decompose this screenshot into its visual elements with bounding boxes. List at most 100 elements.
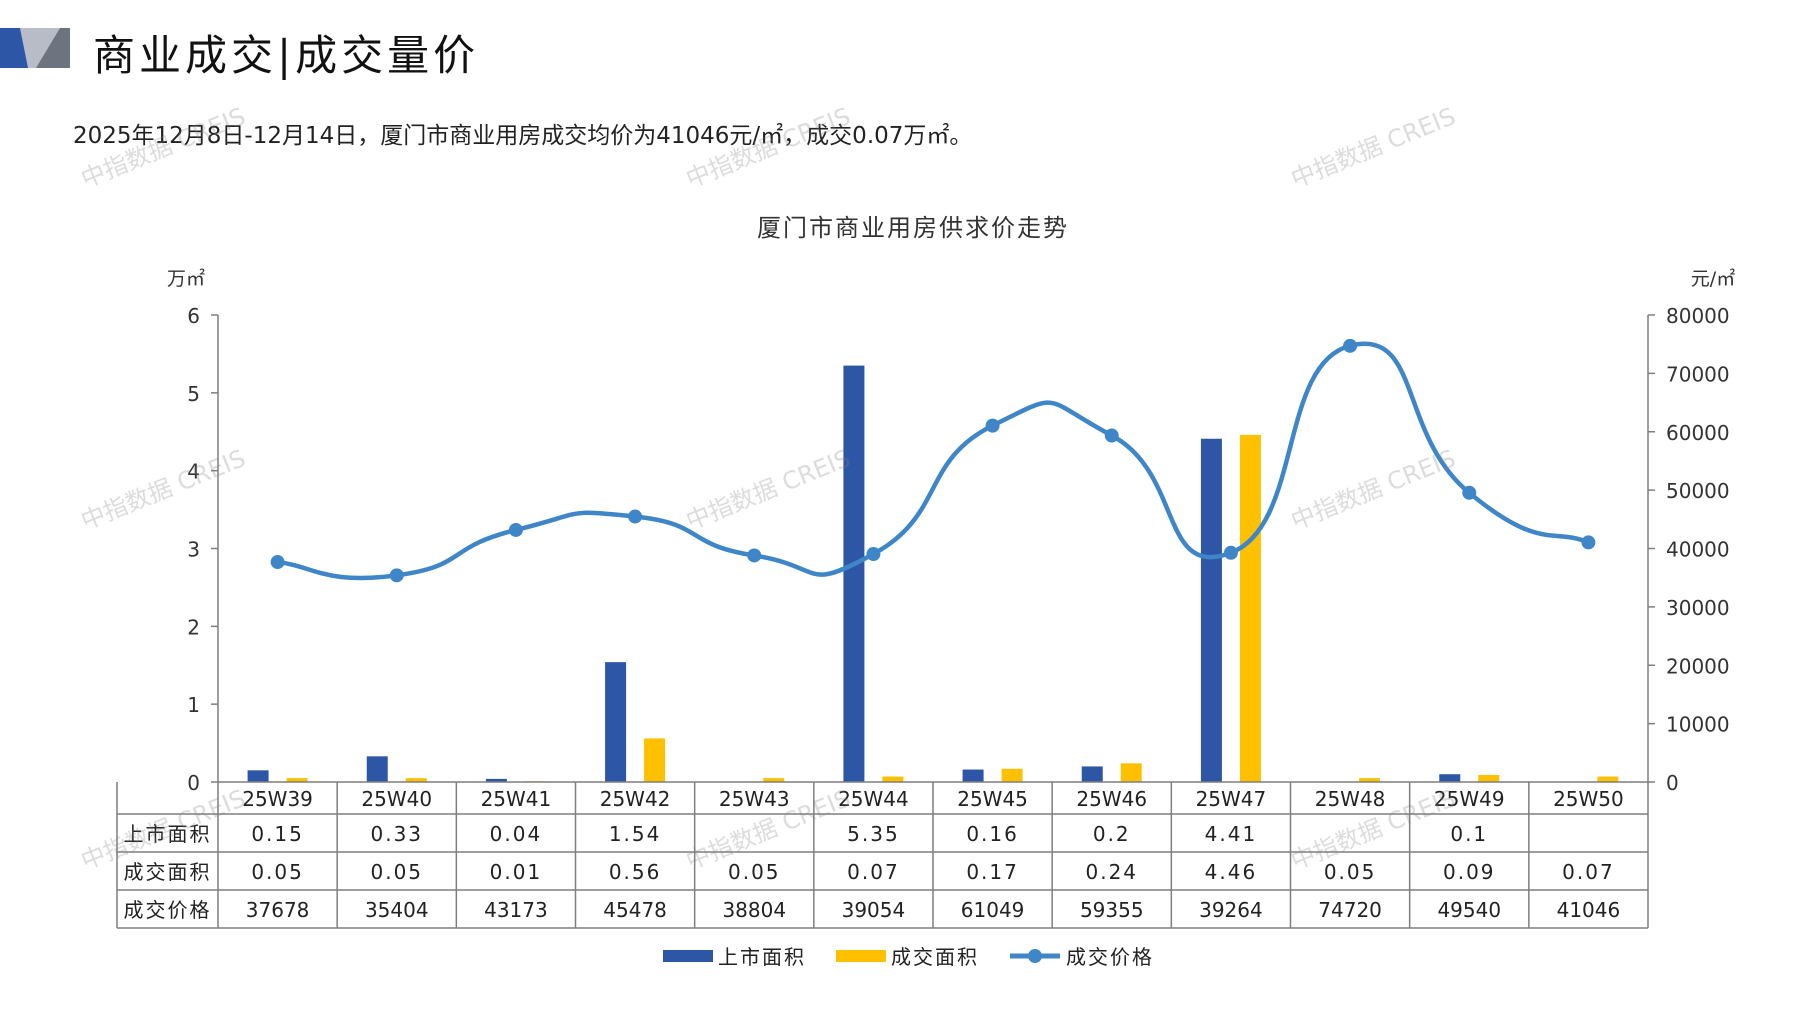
data-label: 37678 <box>246 898 310 922</box>
y-left-tick-label: 6 <box>187 304 200 328</box>
y-right-tick-label: 60000 <box>1666 421 1730 445</box>
category-label: 25W48 <box>1315 787 1386 811</box>
y-left-unit-label: 万㎡ <box>167 267 205 290</box>
data-label: 45478 <box>603 898 667 922</box>
bar-deal-25W42 <box>644 738 666 782</box>
data-label: 43173 <box>484 898 548 922</box>
bar-supply-25W39 <box>247 770 269 782</box>
price-point-25W45 <box>985 418 1000 433</box>
y-left-tick-label: 4 <box>187 460 200 484</box>
data-label: 74720 <box>1318 898 1382 922</box>
data-label: 39264 <box>1199 898 1263 922</box>
category-label: 25W41 <box>481 787 552 811</box>
legend-swatch-supply <box>663 950 713 962</box>
data-label: 0.09 <box>1443 860 1496 884</box>
y-right-tick-label: 20000 <box>1666 654 1730 678</box>
price-point-25W43 <box>747 548 762 563</box>
bar-supply-25W41 <box>485 778 507 782</box>
category-label: 25W49 <box>1434 787 1505 811</box>
data-label: 0.17 <box>966 860 1019 884</box>
price-point-25W42 <box>628 509 643 524</box>
y-right-tick-label: 30000 <box>1666 596 1730 620</box>
category-label: 25W44 <box>838 787 909 811</box>
legend-label-deal: 成交面积 <box>891 945 979 969</box>
y-right-tick-label: 40000 <box>1666 538 1730 562</box>
y-right-tick-label: 80000 <box>1666 304 1730 328</box>
bar-supply-25W47 <box>1200 438 1222 782</box>
price-point-25W39 <box>270 555 285 570</box>
category-label: 25W47 <box>1196 787 1267 811</box>
legend-swatch-deal <box>836 950 886 962</box>
y-left-tick-label: 1 <box>187 693 200 717</box>
header-logo <box>0 28 70 68</box>
y-right-tick-label: 70000 <box>1666 362 1730 386</box>
data-label: 38804 <box>722 898 786 922</box>
chart-title: 厦门市商业用房供求价走势 <box>757 214 1069 242</box>
category-label: 25W50 <box>1553 787 1624 811</box>
bar-deal-25W48 <box>1359 778 1381 782</box>
data-label: 0.2 <box>1093 822 1131 846</box>
bar-supply-25W42 <box>605 662 627 782</box>
bar-deal-25W46 <box>1120 763 1142 782</box>
data-label: 0.16 <box>966 822 1019 846</box>
bar-deal-25W39 <box>286 778 308 782</box>
table-row-header: 成交面积 <box>124 860 212 884</box>
data-label: 4.41 <box>1205 822 1258 846</box>
bar-supply-25W46 <box>1081 766 1103 782</box>
data-label: 0.05 <box>1324 860 1377 884</box>
data-label: 0.15 <box>251 822 304 846</box>
price-point-25W49 <box>1462 485 1477 500</box>
data-label: 1.54 <box>609 822 662 846</box>
data-label: 0.24 <box>1085 860 1138 884</box>
y-right-tick-label: 50000 <box>1666 479 1730 503</box>
data-label: 35404 <box>365 898 429 922</box>
data-label: 0.1 <box>1450 822 1488 846</box>
table-row-header: 上市面积 <box>124 822 212 846</box>
bar-supply-25W45 <box>962 769 984 782</box>
price-point-25W44 <box>866 547 881 562</box>
category-label: 25W43 <box>719 787 790 811</box>
y-left-tick-label: 2 <box>187 615 200 639</box>
data-label: 0.05 <box>370 860 423 884</box>
price-point-25W50 <box>1581 535 1596 550</box>
category-label: 25W42 <box>600 787 671 811</box>
category-label: 25W45 <box>957 787 1028 811</box>
bar-supply-25W40 <box>366 756 388 782</box>
data-label: 39054 <box>842 898 906 922</box>
bar-deal-25W47 <box>1239 434 1261 782</box>
y-left-tick-label: 0 <box>187 771 200 795</box>
data-label: 0.04 <box>490 822 543 846</box>
page-title: 商业成交|成交量价 <box>93 31 480 80</box>
data-label: 0.33 <box>370 822 423 846</box>
data-label: 0.56 <box>609 860 662 884</box>
category-label: 25W46 <box>1076 787 1147 811</box>
price-point-25W47 <box>1223 545 1238 560</box>
price-point-25W46 <box>1104 428 1119 443</box>
bar-deal-25W45 <box>1001 768 1023 782</box>
data-label: 61049 <box>961 898 1025 922</box>
legend-point-price <box>1028 949 1042 963</box>
data-label: 5.35 <box>847 822 900 846</box>
bar-deal-25W49 <box>1478 774 1500 782</box>
data-label: 49540 <box>1437 898 1501 922</box>
bar-supply-25W49 <box>1439 774 1461 782</box>
price-point-25W41 <box>508 522 523 537</box>
data-label: 59355 <box>1080 898 1144 922</box>
data-label: 0.01 <box>490 860 543 884</box>
legend-label-supply: 上市面积 <box>718 945 806 969</box>
data-label: 0.05 <box>251 860 304 884</box>
bar-deal-25W50 <box>1597 776 1619 782</box>
price-line <box>277 341 1590 581</box>
data-label: 41046 <box>1557 898 1621 922</box>
legend-label-price: 成交价格 <box>1066 945 1154 969</box>
y-left-tick-label: 5 <box>187 382 200 406</box>
price-point-25W40 <box>389 568 404 583</box>
bar-deal-25W40 <box>405 778 427 782</box>
y-right-tick-label: 10000 <box>1666 713 1730 737</box>
bar-deal-25W43 <box>763 778 785 782</box>
data-label: 4.46 <box>1205 860 1258 884</box>
data-label: 0.07 <box>1562 860 1615 884</box>
y-right-unit-label: 元/㎡ <box>1691 267 1735 290</box>
price-point-25W48 <box>1343 338 1358 353</box>
